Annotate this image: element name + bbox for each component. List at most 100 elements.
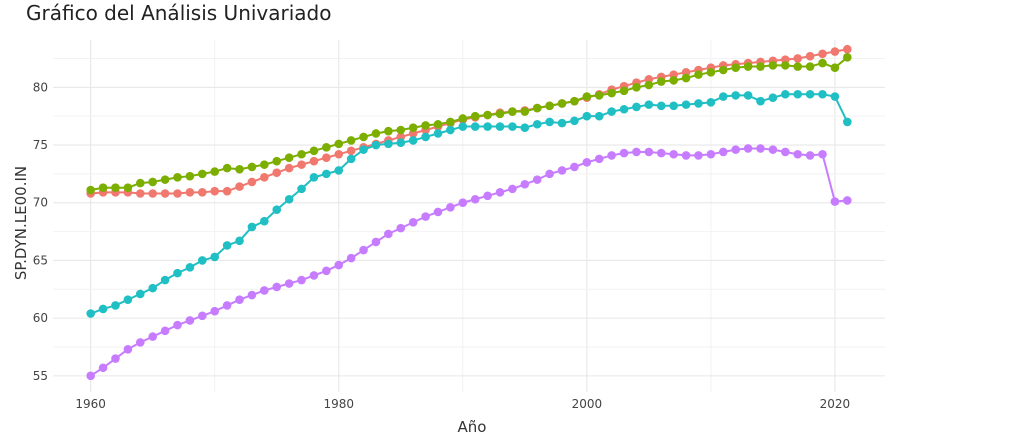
data-point [520, 179, 530, 189]
data-point [86, 185, 95, 195]
data-point [433, 119, 443, 129]
data-point [198, 188, 207, 197]
data-point [619, 86, 629, 96]
data-point [470, 194, 480, 204]
data-point [334, 149, 344, 159]
data-point [148, 189, 158, 198]
data-point [210, 252, 220, 262]
data-point [160, 175, 170, 184]
data-point [470, 111, 480, 121]
data-point [756, 144, 765, 153]
data-point [706, 68, 716, 77]
data-point [111, 354, 120, 363]
data-point [396, 125, 406, 135]
data-point [483, 122, 492, 131]
data-point [557, 166, 567, 175]
y-tick-label: 70 [33, 196, 48, 210]
data-point [123, 183, 133, 193]
data-point [135, 189, 145, 198]
data-point [235, 236, 244, 246]
data-point [297, 184, 306, 194]
y-axis-title: SP.DYN.LE00.IN [12, 166, 30, 280]
data-point [433, 129, 443, 138]
data-point [718, 65, 728, 75]
data-point [706, 98, 716, 107]
data-point [384, 126, 393, 136]
data-point [334, 139, 344, 149]
data-point [818, 49, 827, 59]
data-point [818, 149, 827, 159]
data-point [346, 154, 356, 164]
data-point [805, 151, 815, 160]
series-3 [86, 89, 852, 318]
data-point [731, 145, 740, 154]
data-point [632, 147, 641, 157]
data-point [446, 203, 455, 212]
data-point [173, 189, 182, 198]
data-point [681, 100, 691, 109]
data-point [669, 149, 678, 159]
data-point [185, 263, 195, 272]
x-tick-label: 1980 [323, 397, 354, 411]
data-point [644, 100, 654, 109]
data-point [123, 344, 133, 354]
data-point [706, 149, 716, 159]
data-point [396, 138, 406, 148]
data-point [843, 53, 852, 62]
data-point [582, 111, 592, 121]
data-point [594, 154, 604, 164]
data-point [222, 241, 232, 250]
data-point [520, 123, 530, 133]
data-point [545, 117, 554, 127]
data-point [260, 160, 269, 169]
y-tick-label: 75 [33, 138, 48, 152]
data-point [309, 156, 319, 166]
data-point [198, 256, 207, 265]
data-point [830, 197, 840, 206]
data-point [235, 164, 244, 174]
x-tick-label: 2000 [572, 397, 603, 411]
data-point [247, 290, 257, 300]
data-point [830, 92, 840, 101]
data-point [148, 332, 158, 341]
data-point [532, 175, 542, 184]
data-point [260, 286, 269, 295]
data-point [780, 147, 790, 157]
data-point [508, 184, 517, 194]
data-point [780, 61, 790, 70]
data-point [160, 275, 170, 285]
data-point [446, 117, 455, 127]
data-point [359, 132, 368, 142]
data-point [718, 147, 728, 157]
data-point [656, 101, 666, 111]
data-point [235, 295, 244, 304]
data-point [198, 311, 207, 321]
data-point [793, 54, 803, 63]
data-point [297, 160, 306, 169]
data-point [359, 145, 368, 154]
data-point [619, 148, 629, 158]
data-point [346, 136, 356, 145]
data-point [607, 107, 616, 116]
data-point [495, 109, 505, 119]
data-point [322, 153, 331, 163]
data-point [98, 363, 108, 373]
data-point [508, 107, 517, 116]
data-point [830, 47, 840, 56]
data-point [607, 151, 616, 160]
data-point [843, 196, 852, 205]
axis-ticks: 1960 1980 2000 2020 55 60 65 70 75 80 [33, 80, 850, 411]
data-point [557, 118, 567, 128]
y-tick-label: 80 [33, 80, 48, 94]
data-point [210, 306, 220, 316]
data-point [805, 51, 815, 61]
data-point [594, 91, 604, 100]
data-point [222, 163, 232, 173]
data-point [408, 136, 418, 145]
x-tick-label: 2020 [820, 397, 851, 411]
data-point [793, 62, 803, 71]
data-point [346, 253, 356, 263]
data-point [135, 338, 145, 347]
data-point [123, 295, 133, 304]
